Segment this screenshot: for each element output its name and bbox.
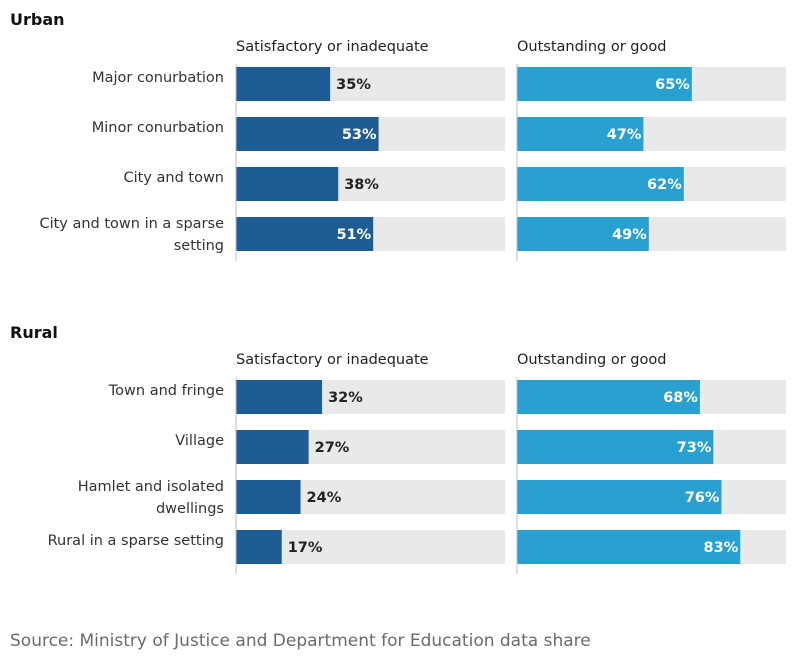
data-label: 83% [704, 540, 739, 556]
data-label: 35% [336, 77, 371, 93]
data-label: 76% [685, 490, 720, 506]
bar-outstanding [517, 430, 714, 464]
category-label: Rural in a sparse setting [48, 533, 224, 549]
category-label: Village [175, 433, 224, 449]
category-label: City and town in a sparse setting [39, 216, 224, 254]
data-label: 62% [647, 177, 682, 193]
chart: Urban Satisfactory or inadequate Outstandi… [10, 10, 786, 574]
source-note: Source: Ministry of Justice and Departme… [10, 631, 591, 651]
data-label: 53% [342, 127, 377, 143]
bar-satisfactory [236, 217, 374, 251]
category-label: Town and fringe [108, 383, 224, 399]
bar-outstanding [517, 217, 649, 251]
data-label: 24% [307, 490, 342, 506]
column-header-0: Satisfactory or inadequate [236, 352, 429, 368]
section-title-urban: Urban [10, 10, 65, 29]
section-title-rural: Rural [10, 323, 58, 342]
bar-outstanding [517, 167, 684, 201]
bar-satisfactory [236, 67, 331, 101]
column-header-1: Outstanding or good [517, 352, 666, 368]
category-label: Hamlet and isolated dwellings [78, 479, 224, 517]
bar-satisfactory [236, 530, 282, 564]
data-label: 38% [344, 177, 379, 193]
category-label: City and town [123, 170, 224, 186]
data-label: 73% [677, 440, 712, 456]
bar-satisfactory [236, 117, 379, 151]
data-label: 68% [663, 390, 698, 406]
column-header-1: Outstanding or good [517, 39, 666, 55]
data-label: 32% [328, 390, 363, 406]
data-label: 27% [315, 440, 350, 456]
column-header-0: Satisfactory or inadequate [236, 39, 429, 55]
bar-outstanding [517, 380, 700, 414]
bar-satisfactory [236, 167, 339, 201]
bar-outstanding [517, 530, 741, 564]
data-label: 17% [288, 540, 323, 556]
data-label: 47% [607, 127, 642, 143]
bar-outstanding [517, 67, 692, 101]
bar-outstanding [517, 480, 722, 514]
data-label: 49% [612, 227, 647, 243]
category-label: Major conurbation [92, 70, 224, 86]
category-label: Minor conurbation [92, 120, 224, 136]
bar-outstanding [517, 117, 644, 151]
data-label: 65% [655, 77, 690, 93]
data-label: 51% [336, 227, 371, 243]
bar-satisfactory [236, 480, 301, 514]
bar-satisfactory [236, 380, 323, 414]
bar-satisfactory [236, 430, 309, 464]
